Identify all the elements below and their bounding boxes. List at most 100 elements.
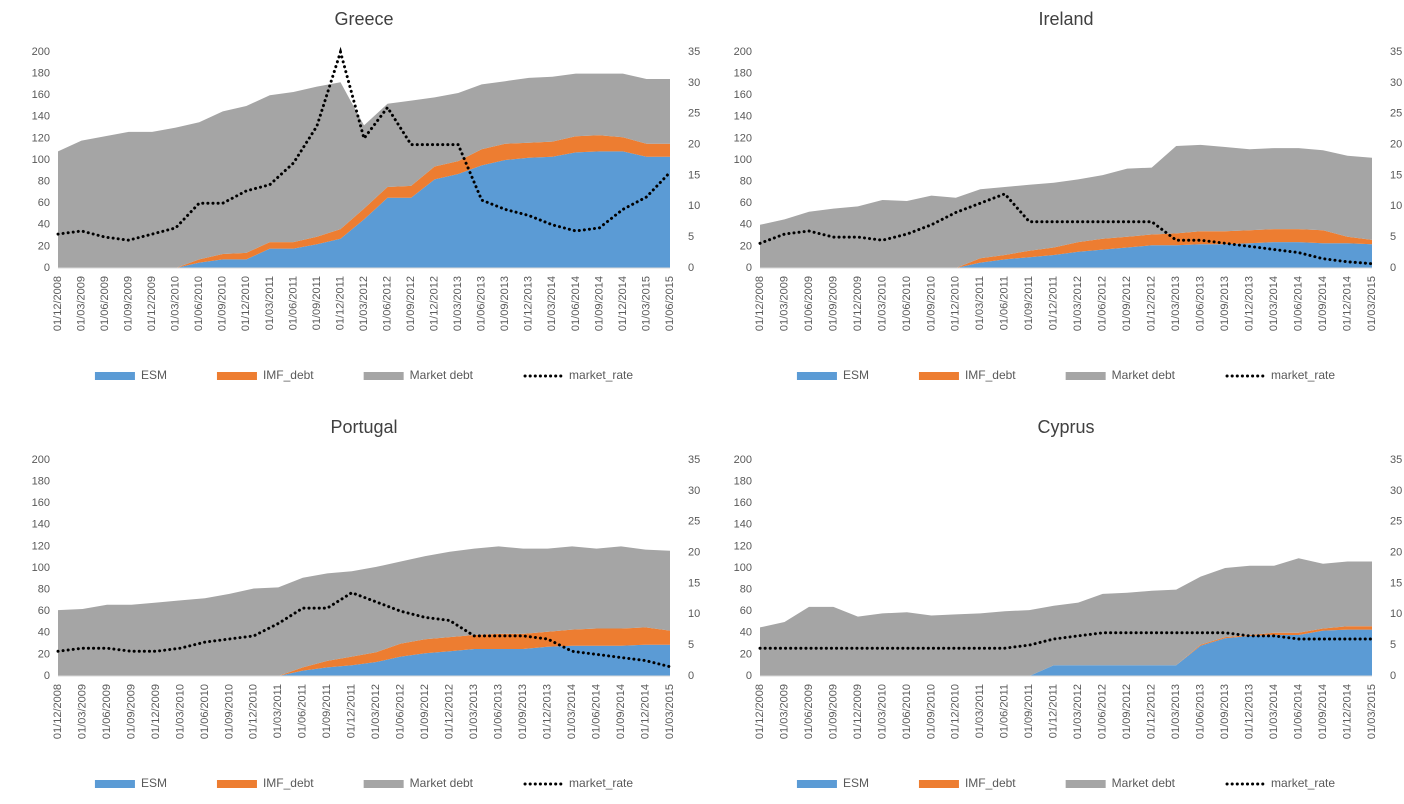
x-tick-label: 01/03/2014	[1268, 684, 1280, 739]
area	[760, 229, 1372, 268]
y2-tick-label: 5	[1390, 231, 1396, 243]
x-tick-label: 01/12/2009	[150, 684, 162, 739]
legend-swatch	[94, 372, 135, 380]
area	[58, 644, 670, 676]
x-tick-label: 01/06/2011	[297, 684, 309, 738]
area	[58, 135, 670, 268]
x-tick-label: 01/03/2009	[75, 276, 87, 331]
y-tick-label: 160	[734, 89, 752, 101]
legend-label: market_rate	[569, 776, 633, 790]
chart-panel: Portugal 0 20 40 60 80 100 120 140 160 180 200 0 5 10 1…	[0, 408, 702, 804]
areas	[760, 558, 1372, 676]
x-tick-label: 01/03/2009	[76, 684, 88, 739]
legend-label: ESM	[843, 776, 869, 790]
legend-label: market_rate	[1271, 776, 1335, 790]
x-tick-label: 01/12/2010	[950, 276, 962, 331]
rate-line	[56, 46, 672, 242]
y2-tick-label: 30	[688, 485, 700, 497]
chart: Cyprus 0 20 40 60 80 100 120 140 160 180 200 0 5 10 15 2…	[734, 417, 1403, 790]
y2-tick-label: 15	[1390, 169, 1402, 181]
y2-tick-label: 5	[688, 231, 694, 243]
x-tick-label: 01/06/2011	[999, 684, 1011, 738]
x-tick-label: 01/09/2009	[125, 684, 137, 739]
x-tick-label: 01/06/2009	[99, 276, 111, 331]
x-tick-label: 01/12/2014	[639, 684, 651, 739]
rate-line	[56, 591, 672, 669]
x-tick-label: 01/09/2014	[1317, 684, 1329, 739]
legend-swatch	[94, 780, 135, 788]
x-tick-label: 01/12/2012	[429, 276, 441, 331]
y2-tick-label: 0	[1390, 670, 1396, 682]
area	[58, 627, 670, 676]
x-tick-label: 01/12/2013	[1244, 684, 1256, 739]
legend: ESM IMF_debt Market debt market_rate	[796, 368, 1335, 382]
x-tick-label: 01/12/2012	[1146, 276, 1158, 331]
x-tick-label: 01/09/2009	[827, 684, 839, 739]
y-tick-label: 200	[734, 454, 752, 466]
legend-swatch	[1065, 372, 1106, 380]
x-tick-label: 01/12/2009	[852, 684, 864, 739]
y2-tick-label: 10	[688, 200, 700, 212]
x-tick-label: 01/12/2008	[754, 684, 766, 739]
legend-label: IMF_debt	[965, 776, 1016, 790]
x-tick-label: 01/12/2008	[52, 276, 64, 331]
x-tick-label: 01/03/2015	[640, 276, 652, 331]
x-tick-label: 01/09/2011	[321, 684, 333, 738]
chart-title: Ireland	[1038, 9, 1093, 29]
y-tick-label: 140	[32, 111, 50, 123]
x-tick-label: 01/03/2009	[778, 684, 790, 739]
legend-swatch	[796, 780, 837, 788]
x-tick-label: 01/03/2010	[876, 684, 888, 739]
y2-tick-label: 10	[688, 608, 700, 620]
y-tick-label: 180	[32, 476, 50, 488]
y-tick-label: 200	[32, 46, 50, 58]
areas	[58, 546, 670, 676]
x-tick-label: 01/06/2010	[901, 684, 913, 739]
y-tick-label: 80	[38, 584, 50, 596]
x-tick-label: 01/03/2015	[664, 684, 676, 739]
y-tick-label: 20	[38, 240, 50, 252]
x-tick-label: 01/06/2014	[570, 276, 582, 331]
x-tick-label: 01/03/2013	[1170, 276, 1182, 331]
legend-label: Market debt	[1112, 776, 1176, 790]
x-tick-label: 01/06/2010	[193, 276, 205, 331]
y2-tick-label: 15	[688, 169, 700, 181]
rate-line	[758, 192, 1374, 266]
y2-tick-label: 10	[1390, 608, 1402, 620]
x-tick-label: 01/12/2014	[617, 276, 629, 331]
x-tick-label: 01/09/2010	[925, 276, 937, 331]
x-tick-label: 01/03/2014	[1268, 276, 1280, 331]
legend: ESM IMF_debt Market debt market_rate	[94, 368, 633, 382]
x-tick-label: 01/09/2011	[1023, 684, 1035, 738]
y2-tick-label: 0	[1390, 262, 1396, 274]
area	[58, 73, 670, 268]
x-tick-label: 01/09/2012	[405, 276, 417, 331]
x-tick-label: 01/06/2011	[287, 276, 299, 330]
y2-tick-label: 30	[1390, 485, 1402, 497]
x-tick-label: 01/03/2015	[1366, 276, 1378, 331]
chart-title: Portugal	[330, 417, 397, 437]
y2-tick-label: 10	[1390, 200, 1402, 212]
y-tick-label: 20	[38, 648, 50, 660]
y2-tick-label: 25	[1390, 108, 1402, 120]
y-tick-label: 20	[740, 648, 752, 660]
area	[760, 558, 1372, 676]
x-tick-label: 01/06/2010	[199, 684, 211, 739]
y-tick-label: 40	[740, 219, 752, 231]
x-tick-label: 01/06/2013	[493, 684, 505, 739]
y-tick-label: 120	[734, 132, 752, 144]
area	[58, 546, 670, 676]
legend-swatch	[796, 372, 837, 380]
area	[760, 242, 1372, 268]
legend-label: Market debt	[410, 776, 474, 790]
x-tick-label: 01/12/2012	[444, 684, 456, 739]
x-tick-label: 01/12/2014	[1341, 684, 1353, 739]
legend-swatch	[363, 372, 404, 380]
y-tick-label: 180	[734, 68, 752, 80]
y-tick-label: 20	[740, 240, 752, 252]
x-tick-label: 01/09/2014	[615, 684, 627, 739]
x-tick-label: 01/09/2011	[1023, 276, 1035, 330]
y-tick-label: 120	[734, 540, 752, 552]
chart-panel: Greece 0 20 40 60 80 100 120 140 160 180 200 0 5 10 15 2…	[0, 0, 702, 396]
